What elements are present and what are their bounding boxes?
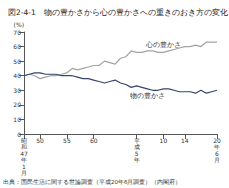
svg-text:60: 60 (90, 137, 98, 144)
svg-text:1: 1 (22, 162, 26, 170)
svg-text:10: 10 (160, 137, 168, 144)
svg-text:年: 年 (134, 156, 140, 163)
svg-text:図2-4-1 物の豊かさから心の豊かさへの重きのおき方の変化: 図2-4-1 物の豊かさから心の豊かさへの重きのおき方の変化 (8, 8, 228, 17)
svg-text:14: 14 (181, 137, 189, 144)
svg-text:70: 70 (13, 29, 21, 36)
svg-text:50: 50 (36, 137, 44, 144)
svg-text:30: 30 (13, 87, 21, 94)
svg-text:20: 20 (213, 136, 221, 144)
svg-text:平: 平 (133, 136, 140, 144)
svg-text:60: 60 (13, 43, 21, 50)
svg-text:物の豊かさ: 物の豊かさ (130, 92, 165, 100)
svg-text:40: 40 (13, 72, 21, 79)
svg-text:年: 年 (214, 143, 220, 151)
svg-text:20: 20 (13, 101, 21, 108)
svg-text:昭: 昭 (21, 136, 27, 144)
svg-text:和: 和 (21, 143, 27, 151)
svg-text:心の豊かさ: 心の豊かさ (145, 41, 181, 49)
svg-text:50: 50 (13, 58, 21, 65)
svg-text:5: 5 (134, 149, 139, 157)
svg-text:55: 55 (63, 137, 71, 144)
svg-text:月: 月 (214, 156, 220, 163)
svg-text:10: 10 (13, 116, 21, 123)
svg-text:6: 6 (215, 149, 219, 157)
svg-text:出典：国民生活に関する世論調査（平成20年6月調査）（内閣府: 出典：国民生活に関する世論調査（平成20年6月調査）（内閣府） (3, 178, 182, 186)
svg-text:47: 47 (20, 149, 28, 157)
svg-text:(%): (%) (14, 21, 24, 28)
svg-text:月: 月 (21, 169, 27, 176)
svg-text:成: 成 (133, 143, 140, 151)
svg-text:年: 年 (21, 156, 27, 164)
svg-text:0: 0 (17, 130, 21, 138)
